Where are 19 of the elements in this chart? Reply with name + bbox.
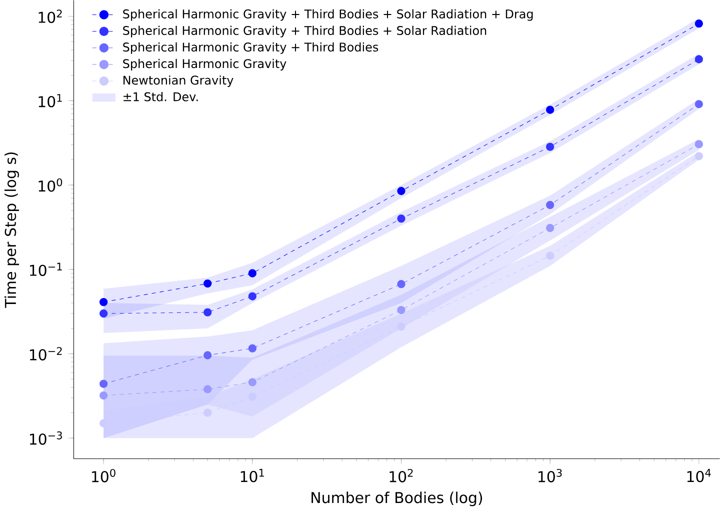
x-axis-title: Number of Bodies (log) (312, 492, 482, 506)
annotation: ±1 Std. Dev. (124, 92, 198, 102)
y-tick-label: 10$^{2}$ (38, 10, 62, 24)
y-tick-label: 10$^{−3}$ (30, 432, 62, 445)
y-tick-label: 10$^{−1}$ (30, 262, 62, 276)
x-tick-label: 10$^{1}$ (240, 469, 264, 482)
legend-label: Newtonian Gravity (124, 76, 234, 88)
x-tick-label: 10$^{4}$ (687, 469, 711, 482)
y-axis-title: Time per Step (log s) (4, 152, 20, 308)
legend-label: Spherical Harmonic Gravity (123, 59, 286, 71)
x-tick-label: 10$^{2}$ (390, 469, 413, 482)
y-tick-label: 10$^{−2}$ (30, 347, 62, 361)
y-tick-label: 10$^{0}$ (38, 178, 62, 192)
legend-label: Spherical Harmonic Gravity + Third Bodies + Solar Radiation (123, 26, 486, 38)
y-tick-label: 10$^{1}$ (38, 94, 62, 108)
legend-label: Spherical Harmonic Gravity + Third Bodies + Solar Radiation + Drag (123, 9, 533, 21)
legend-label: Spherical Harmonic Gravity + Third Bodies (123, 42, 378, 54)
x-tick-label: 10$^{0}$ (92, 469, 116, 482)
x-tick-label: 10$^{3}$ (538, 469, 562, 482)
